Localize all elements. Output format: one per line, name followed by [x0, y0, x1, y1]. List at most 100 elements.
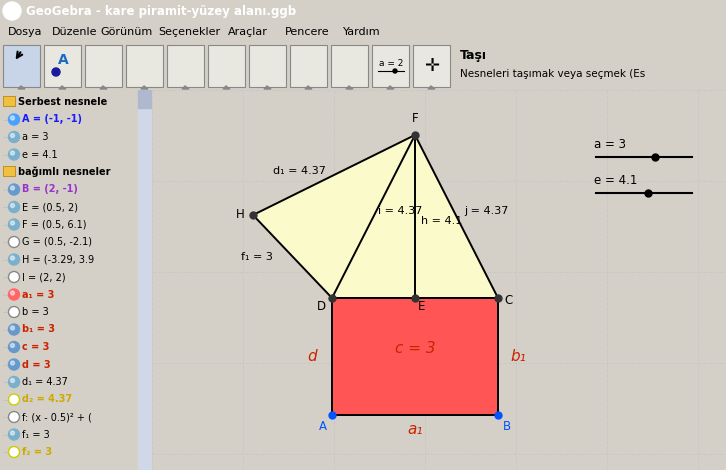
Text: i = 4.37: i = 4.37 [378, 206, 423, 217]
Text: Araçlar: Araçlar [228, 27, 268, 37]
Text: bağımlı nesneler: bağımlı nesneler [18, 167, 110, 177]
Bar [138, 90, 152, 108]
Text: Dosya: Dosya [8, 27, 43, 37]
Text: C: C [504, 293, 513, 306]
Polygon shape [18, 86, 25, 89]
Text: b₁: b₁ [510, 349, 526, 364]
Text: b = 3: b = 3 [22, 307, 49, 317]
Text: Pencere: Pencere [285, 27, 330, 37]
Text: F = (0.5, 6.1): F = (0.5, 6.1) [22, 219, 86, 229]
Polygon shape [346, 86, 353, 89]
Circle shape [9, 149, 20, 160]
Circle shape [9, 132, 20, 142]
FancyBboxPatch shape [3, 166, 15, 176]
Polygon shape [387, 86, 394, 89]
FancyBboxPatch shape [167, 45, 204, 87]
Text: F: F [412, 112, 418, 125]
Text: f₂ = 3: f₂ = 3 [22, 447, 52, 457]
Circle shape [9, 394, 20, 405]
Circle shape [9, 114, 20, 125]
Text: Taşı: Taşı [460, 49, 487, 63]
Text: Düzenle: Düzenle [52, 27, 97, 37]
Circle shape [9, 219, 20, 230]
Text: Yardım: Yardım [343, 27, 380, 37]
Circle shape [9, 306, 20, 318]
Text: j = 4.37: j = 4.37 [465, 206, 509, 217]
Text: A = (-1, -1): A = (-1, -1) [22, 115, 82, 125]
Circle shape [10, 344, 15, 347]
Text: d₁ = 4.37: d₁ = 4.37 [22, 377, 68, 387]
Circle shape [9, 236, 20, 248]
Circle shape [393, 69, 397, 73]
Text: a₁: a₁ [407, 423, 423, 438]
Text: B = (2, -1): B = (2, -1) [22, 185, 78, 195]
Circle shape [10, 204, 15, 207]
Text: f: (x - 0.5)² + (: f: (x - 0.5)² + ( [22, 412, 92, 422]
Circle shape [9, 359, 20, 370]
Circle shape [9, 272, 20, 282]
FancyBboxPatch shape [85, 45, 122, 87]
Circle shape [9, 429, 20, 440]
Circle shape [9, 376, 20, 387]
Circle shape [9, 446, 20, 457]
Circle shape [9, 342, 20, 352]
Circle shape [10, 133, 15, 138]
Polygon shape [100, 86, 107, 89]
Circle shape [10, 291, 15, 295]
Circle shape [52, 68, 60, 76]
Circle shape [9, 254, 20, 265]
FancyBboxPatch shape [249, 45, 286, 87]
Circle shape [10, 186, 15, 190]
Polygon shape [253, 135, 498, 298]
Text: d₂ = 4.37: d₂ = 4.37 [22, 394, 72, 405]
Text: e = 4.1: e = 4.1 [22, 149, 57, 159]
Text: d: d [307, 349, 317, 364]
Text: Görünüm: Görünüm [100, 27, 152, 37]
FancyBboxPatch shape [126, 45, 163, 87]
Text: a = 3: a = 3 [594, 139, 626, 151]
FancyBboxPatch shape [413, 45, 450, 87]
Polygon shape [332, 298, 498, 415]
Circle shape [9, 184, 20, 195]
Polygon shape [182, 86, 189, 89]
Circle shape [10, 431, 15, 435]
Text: f₁ = 3: f₁ = 3 [22, 430, 50, 439]
Circle shape [10, 116, 15, 120]
Text: A: A [319, 420, 327, 433]
Circle shape [10, 361, 15, 365]
Circle shape [9, 324, 20, 335]
Text: b₁ = 3: b₁ = 3 [22, 324, 55, 335]
Text: H: H [236, 209, 245, 221]
Polygon shape [305, 86, 312, 89]
Text: d = 3: d = 3 [22, 360, 51, 369]
Polygon shape [141, 86, 148, 89]
Text: e = 4.1: e = 4.1 [594, 174, 637, 188]
Text: f₁ = 3: f₁ = 3 [240, 251, 272, 261]
Text: I = (2, 2): I = (2, 2) [22, 272, 65, 282]
Circle shape [9, 202, 20, 212]
Polygon shape [59, 86, 66, 89]
Polygon shape [223, 86, 230, 89]
Polygon shape [264, 86, 271, 89]
Circle shape [3, 2, 21, 20]
FancyBboxPatch shape [372, 45, 409, 87]
FancyBboxPatch shape [44, 45, 81, 87]
Circle shape [9, 412, 20, 423]
Text: h = 4.1: h = 4.1 [421, 217, 462, 227]
Text: D: D [317, 300, 326, 313]
FancyBboxPatch shape [208, 45, 245, 87]
Text: c = 3: c = 3 [22, 342, 49, 352]
Circle shape [10, 378, 15, 383]
Text: A: A [57, 53, 68, 67]
Text: B: B [503, 420, 511, 433]
Bar [138, 90, 152, 470]
FancyBboxPatch shape [290, 45, 327, 87]
FancyBboxPatch shape [3, 45, 40, 87]
Text: a = 2: a = 2 [379, 60, 403, 69]
Text: Seçenekler: Seçenekler [158, 27, 220, 37]
Circle shape [10, 151, 15, 155]
Circle shape [10, 221, 15, 225]
Text: a₁ = 3: a₁ = 3 [22, 290, 54, 299]
FancyBboxPatch shape [331, 45, 368, 87]
Circle shape [10, 326, 15, 330]
